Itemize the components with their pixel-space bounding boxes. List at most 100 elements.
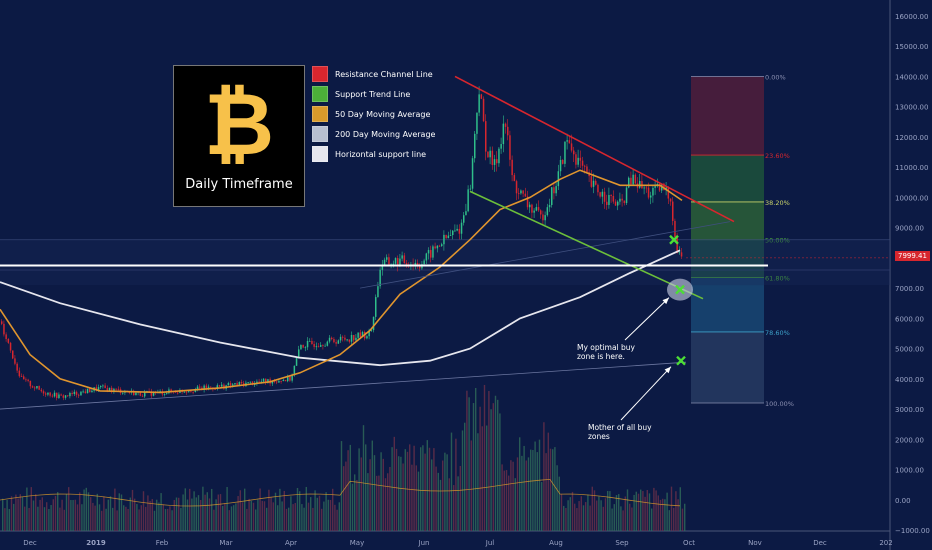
candle-body xyxy=(34,387,36,389)
candle-body xyxy=(632,174,634,185)
x-tick-label: Aug xyxy=(549,539,563,547)
volume-bar xyxy=(662,498,664,531)
volume-bar xyxy=(444,452,446,531)
candle-body xyxy=(258,381,260,383)
candle-body xyxy=(485,121,487,152)
candle-body xyxy=(89,388,91,393)
candle-body xyxy=(227,383,230,386)
candle-body xyxy=(229,383,232,386)
volume-bar xyxy=(351,483,354,531)
volume-bar xyxy=(360,457,362,531)
volume-bar xyxy=(338,502,340,531)
volume-bar xyxy=(475,388,477,531)
volume-bar xyxy=(307,502,310,531)
candle-body xyxy=(606,201,608,205)
candle-body xyxy=(84,391,87,394)
volume-bar xyxy=(2,498,4,531)
candle-body xyxy=(568,140,571,144)
volume-bar xyxy=(279,488,281,531)
volume-bar xyxy=(670,486,673,531)
candle-body xyxy=(58,394,60,399)
volume-bar xyxy=(101,510,103,531)
current-price-tag: 7999.41 xyxy=(895,251,930,261)
volume-bar xyxy=(123,505,125,531)
x-tick-label: Jul xyxy=(485,539,495,547)
volume-bar xyxy=(182,494,184,531)
candle-body xyxy=(405,263,408,265)
candle-body xyxy=(619,198,621,202)
candle-body xyxy=(207,386,210,389)
volume-bar xyxy=(622,510,624,531)
candle-body xyxy=(465,211,467,216)
volume-bar xyxy=(538,439,541,531)
volume-bar xyxy=(549,448,552,531)
candle-body xyxy=(383,259,386,265)
candle-body xyxy=(394,258,397,264)
volume-bar xyxy=(479,406,481,531)
candle-body xyxy=(350,334,353,342)
volume-bar xyxy=(167,508,169,531)
candle-body xyxy=(520,190,522,194)
annotation-line: My optimal buy xyxy=(577,343,635,352)
volume-bar xyxy=(147,495,149,531)
legend-label: Resistance Channel Line xyxy=(335,69,433,79)
volume-bar xyxy=(316,497,318,531)
candle-body xyxy=(449,235,452,236)
candle-body xyxy=(14,358,16,364)
bitcoin-logo-box: ₿ Daily Timeframe xyxy=(173,65,305,207)
candle-body xyxy=(559,159,562,172)
volume-bar xyxy=(41,497,43,531)
candle-body xyxy=(535,207,538,211)
candle-body xyxy=(502,123,505,145)
candle-body xyxy=(287,376,289,382)
candle-body xyxy=(210,386,212,388)
volume-bar xyxy=(380,452,382,531)
candle-body xyxy=(216,385,219,390)
annotation-line: zone is here. xyxy=(577,352,625,361)
volume-bar xyxy=(277,505,279,531)
candle-body xyxy=(335,342,337,344)
y-tick-label: 13000.00 xyxy=(895,104,928,112)
fib-zone xyxy=(691,277,764,332)
candle-body xyxy=(463,215,465,223)
volume-bar xyxy=(103,496,105,531)
candle-body xyxy=(361,331,364,338)
legend-item-horizontal: Horizontal support line xyxy=(312,144,492,164)
volume-bar xyxy=(184,488,186,531)
candle-body xyxy=(113,388,115,392)
volume-bar xyxy=(290,496,292,531)
candle-body xyxy=(447,235,450,239)
candle-body xyxy=(1,321,3,324)
y-tick-label: 2000.00 xyxy=(895,436,924,444)
candle-body xyxy=(306,340,309,348)
x-tick-label: Apr xyxy=(285,539,297,547)
volume-bar xyxy=(675,491,677,531)
volume-bar xyxy=(598,496,600,531)
volume-bar xyxy=(244,488,246,531)
volume-bar xyxy=(109,496,112,531)
candle-body xyxy=(20,376,23,378)
y-tick-label: 14000.00 xyxy=(895,73,928,81)
volume-bar xyxy=(556,465,558,531)
volume-bar xyxy=(369,459,371,531)
candle-body xyxy=(555,186,557,194)
candle-body xyxy=(333,339,335,343)
volume-bar xyxy=(560,494,563,531)
legend-swatch xyxy=(312,86,328,102)
volume-bar xyxy=(272,502,274,531)
volume-bar xyxy=(76,504,79,531)
volume-bar xyxy=(585,502,587,531)
volume-bar xyxy=(666,492,668,531)
candle-body xyxy=(128,392,131,393)
volume-bar xyxy=(457,476,459,531)
volume-bar xyxy=(112,507,114,531)
volume-bar xyxy=(259,488,261,531)
volume-bar xyxy=(541,482,543,531)
volume-bar xyxy=(523,445,525,531)
volume-bar xyxy=(508,475,510,531)
volume-bar xyxy=(389,466,391,531)
volume-bar xyxy=(593,490,596,531)
candle-body xyxy=(183,391,186,393)
candle-body xyxy=(377,286,379,298)
